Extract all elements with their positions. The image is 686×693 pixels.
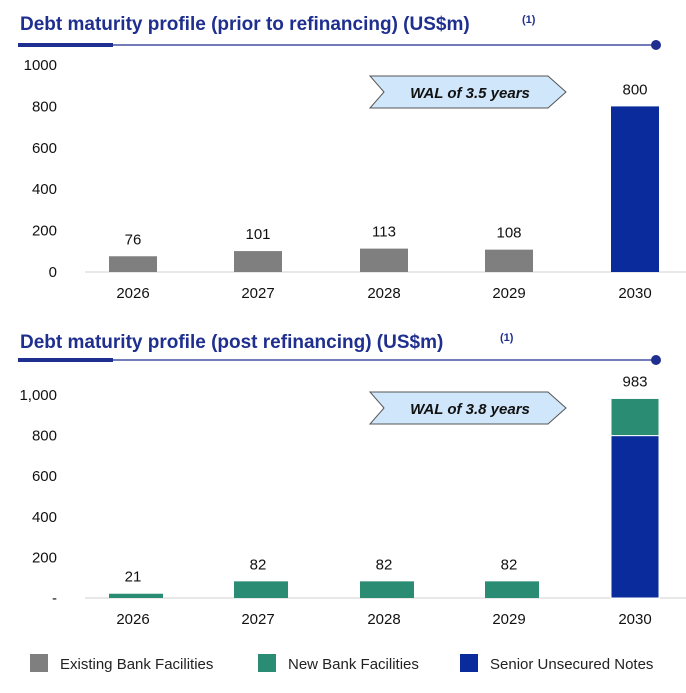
y-tick-label: 800	[32, 98, 57, 115]
bar-senior-unsecured-notes-2030	[611, 106, 659, 273]
y-tick-label: 600	[32, 468, 57, 485]
legend-label: New Bank Facilities	[288, 656, 419, 673]
legend-label: Senior Unsecured Notes	[490, 656, 653, 673]
data-label: 113	[372, 224, 396, 241]
chart-title: Debt maturity profile (post refinancing)…	[20, 332, 443, 353]
bar-existing-bank-facilities-2028	[360, 248, 408, 272]
x-tick-label: 2029	[492, 611, 525, 628]
x-tick-label: 2030	[618, 611, 651, 628]
bar-new-bank-facilities-2026	[109, 593, 163, 598]
x-tick-label: 2027	[241, 285, 274, 302]
wal-callout	[368, 75, 567, 109]
y-tick-label: 800	[32, 428, 57, 445]
y-tick-label: 400	[32, 509, 57, 526]
x-tick-label: 2028	[367, 285, 400, 302]
bar-new-bank-facilities-2027	[234, 581, 288, 598]
bar-existing-bank-facilities-2026	[109, 256, 157, 272]
y-tick-label: 200	[32, 549, 57, 566]
x-tick-label: 2026	[116, 285, 149, 302]
bar-senior-unsecured-notes-2030	[610, 435, 660, 599]
chart-title: Debt maturity profile (prior to refinanc…	[20, 14, 470, 35]
data-label: 101	[245, 226, 270, 243]
y-tick-label: -	[52, 590, 57, 607]
x-tick-label: 2029	[492, 285, 525, 302]
data-label: 21	[125, 569, 142, 586]
y-tick-label: 1000	[24, 57, 57, 74]
data-label: 82	[250, 556, 267, 573]
data-label: 82	[376, 556, 393, 573]
x-tick-label: 2030	[618, 285, 651, 302]
bar-existing-bank-facilities-2027	[234, 251, 282, 272]
bar-new-bank-facilities-2030	[610, 397, 660, 437]
footnote-marker: (1)	[500, 332, 514, 344]
title-rule-dot	[651, 355, 661, 365]
y-tick-label: 0	[49, 264, 57, 281]
x-tick-label: 2026	[116, 611, 149, 628]
legend-swatch	[258, 654, 276, 672]
data-label: 82	[501, 556, 518, 573]
legend-swatch	[30, 654, 48, 672]
y-tick-label: 1,000	[19, 387, 57, 404]
y-tick-label: 600	[32, 140, 57, 157]
x-tick-label: 2027	[241, 611, 274, 628]
data-label: 983	[622, 373, 647, 390]
bar-existing-bank-facilities-2029	[485, 249, 533, 272]
wal-label: WAL of 3.5 years	[410, 85, 530, 102]
legend-label: Existing Bank Facilities	[60, 656, 213, 673]
data-label: 108	[496, 225, 521, 242]
footnote-marker: (1)	[522, 14, 536, 26]
data-label: 76	[125, 231, 142, 248]
x-tick-label: 2028	[367, 611, 400, 628]
legend-swatch	[460, 654, 478, 672]
wal-label: WAL of 3.8 years	[410, 401, 530, 418]
bar-new-bank-facilities-2028	[360, 581, 414, 598]
bar-new-bank-facilities-2029	[485, 581, 539, 598]
y-tick-label: 400	[32, 181, 57, 198]
y-tick-label: 200	[32, 223, 57, 240]
data-label: 800	[622, 81, 647, 98]
wal-callout	[368, 391, 567, 425]
title-rule-dot	[651, 40, 661, 50]
